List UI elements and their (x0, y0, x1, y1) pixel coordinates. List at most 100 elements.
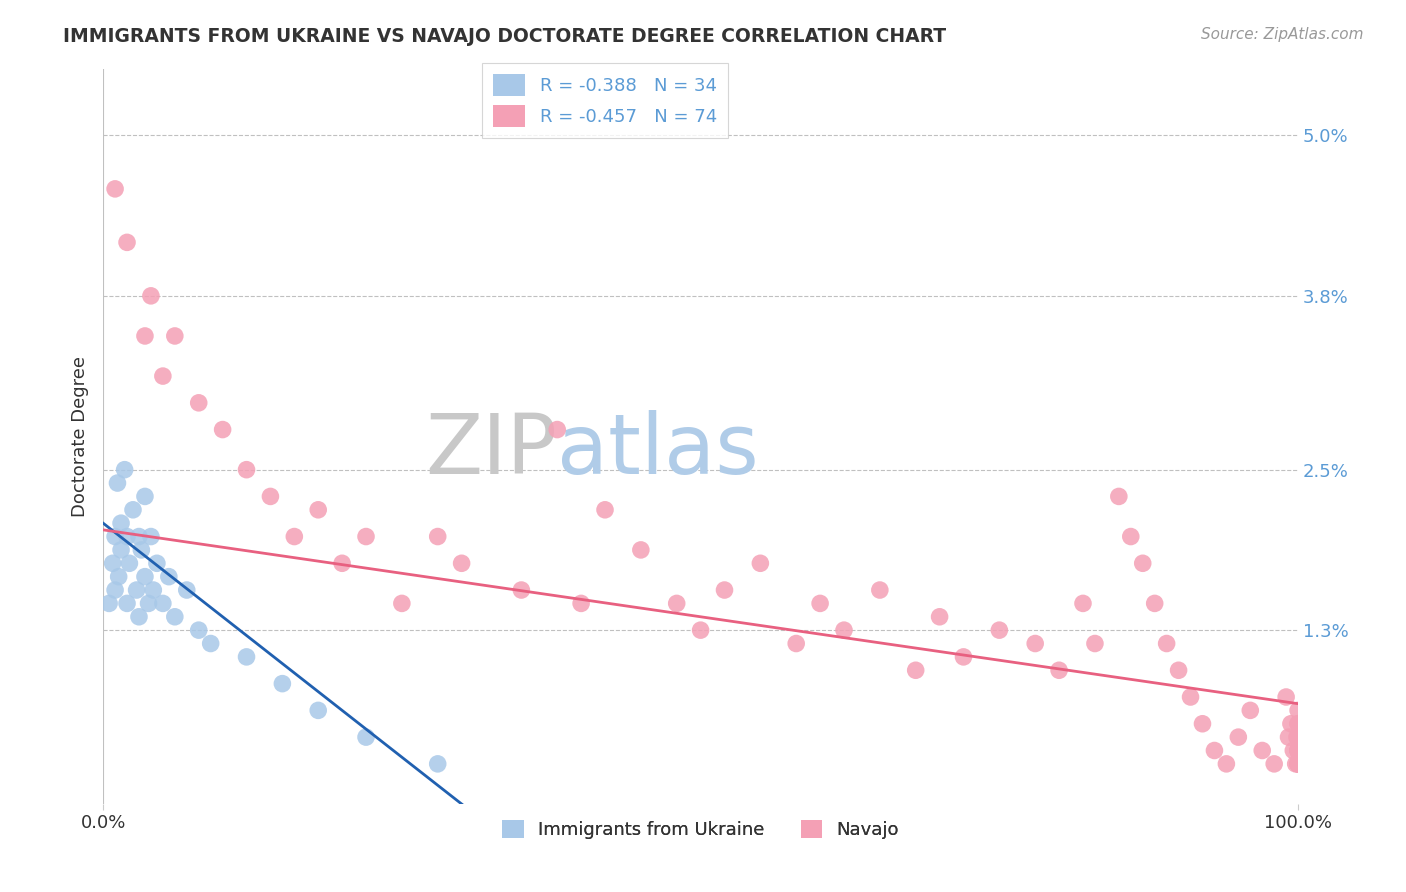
Point (1286, 730, 1309, 744)
Point (1282, 743, 1305, 757)
Point (1156, 636, 1178, 650)
Point (128, 530, 150, 544)
Point (101, 556, 124, 570)
Point (163, 609, 186, 624)
Point (1119, 530, 1142, 544)
Point (1024, 636, 1046, 650)
Point (125, 582, 148, 597)
Point (139, 289, 162, 303)
Point (1047, 663, 1070, 677)
Point (107, 569, 129, 583)
Point (1084, 636, 1107, 650)
Point (235, 649, 257, 664)
Point (1239, 703, 1261, 717)
Point (1275, 690, 1298, 704)
Point (1132, 556, 1154, 570)
Text: Source: ZipAtlas.com: Source: ZipAtlas.com (1201, 27, 1364, 42)
Point (114, 463, 136, 477)
Point (1143, 596, 1166, 610)
Text: ZIP: ZIP (426, 410, 557, 491)
Point (104, 182, 127, 196)
Point (569, 596, 592, 610)
Point (1108, 490, 1130, 504)
Point (1286, 743, 1309, 757)
Point (1286, 743, 1309, 757)
Point (187, 623, 209, 637)
Point (354, 730, 377, 744)
Point (1286, 743, 1309, 757)
Point (1071, 596, 1094, 610)
Point (134, 490, 156, 504)
Point (1180, 690, 1202, 704)
Point (1286, 743, 1309, 757)
Point (104, 530, 127, 544)
Point (1279, 716, 1302, 731)
Point (1251, 743, 1274, 757)
Point (176, 582, 198, 597)
Point (134, 329, 156, 343)
Point (107, 476, 129, 491)
Point (152, 596, 174, 610)
Point (110, 516, 132, 531)
Point (928, 609, 950, 624)
Point (110, 542, 132, 557)
Point (1286, 716, 1309, 731)
Point (869, 582, 891, 597)
Point (146, 556, 169, 570)
Point (713, 582, 735, 597)
Point (630, 542, 652, 557)
Point (187, 396, 209, 410)
Text: IMMIGRANTS FROM UKRAINE VS NAVAJO DOCTORATE DEGREE CORRELATION CHART: IMMIGRANTS FROM UKRAINE VS NAVAJO DOCTOR… (63, 27, 946, 45)
Point (450, 556, 472, 570)
Point (665, 596, 688, 610)
Point (1263, 756, 1285, 771)
Point (163, 329, 186, 343)
Point (134, 569, 156, 583)
Point (138, 596, 160, 610)
Point (689, 623, 711, 637)
Point (259, 490, 281, 504)
Point (128, 609, 150, 624)
Point (1227, 730, 1250, 744)
Point (307, 703, 329, 717)
Y-axis label: Doctorate Degree: Doctorate Degree (72, 356, 89, 516)
Point (200, 636, 222, 650)
Point (1167, 663, 1189, 677)
Point (118, 556, 141, 570)
Point (593, 503, 616, 517)
Point (785, 636, 807, 650)
Point (354, 530, 377, 544)
Point (426, 756, 449, 771)
Point (904, 663, 927, 677)
Point (952, 649, 974, 664)
Point (104, 582, 127, 597)
Point (1286, 703, 1309, 717)
Point (1286, 756, 1309, 771)
Point (1286, 730, 1309, 744)
Point (142, 582, 165, 597)
Point (1286, 716, 1309, 731)
Point (131, 542, 153, 557)
Point (546, 423, 568, 437)
Point (426, 530, 449, 544)
Point (1286, 756, 1309, 771)
Point (391, 596, 413, 610)
Point (115, 235, 138, 250)
Point (1285, 756, 1308, 771)
Point (1286, 756, 1309, 771)
Point (283, 530, 305, 544)
Point (330, 556, 353, 570)
Point (211, 423, 233, 437)
Point (808, 596, 831, 610)
Point (988, 623, 1011, 637)
Point (1285, 730, 1308, 744)
Point (139, 530, 162, 544)
Point (235, 463, 257, 477)
Point (1286, 743, 1309, 757)
Point (115, 530, 138, 544)
Point (115, 596, 138, 610)
Point (122, 503, 145, 517)
Point (307, 503, 329, 517)
Point (1204, 743, 1226, 757)
Point (510, 582, 533, 597)
